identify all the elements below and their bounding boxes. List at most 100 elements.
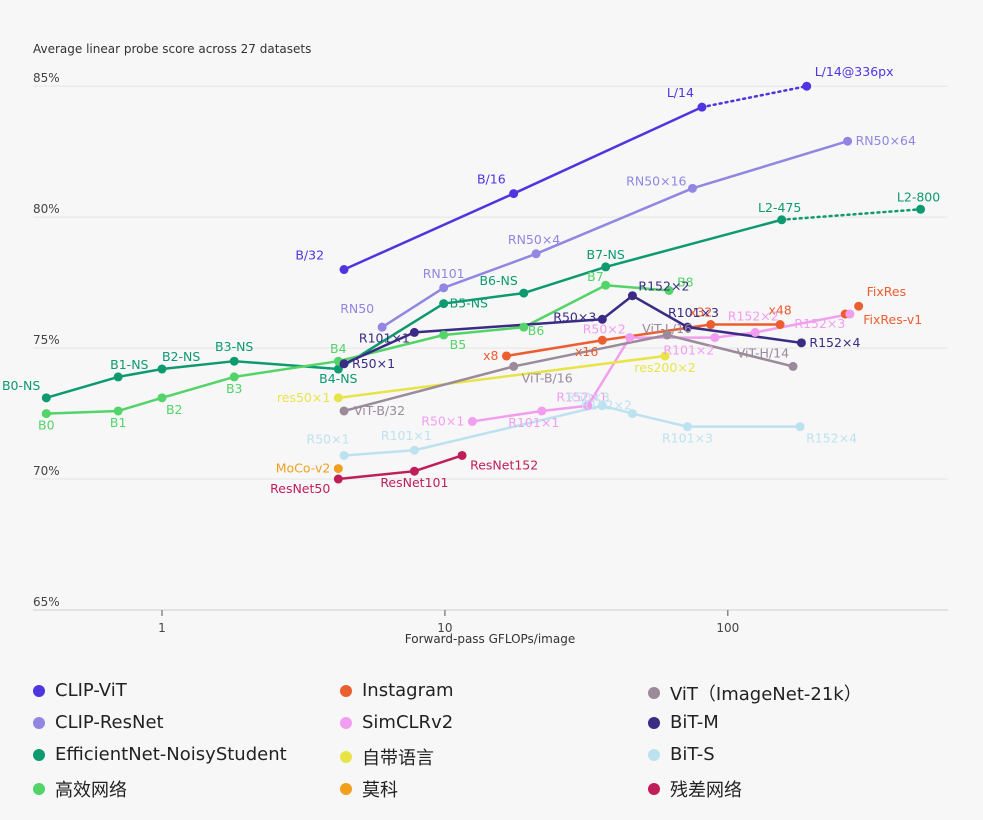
data-label: R101×1 <box>359 330 410 345</box>
data-label: FixRes <box>867 284 906 299</box>
legend-item: 高效网络 <box>33 776 127 802</box>
legend-label: EfficientNet-NoisyStudent <box>55 744 287 765</box>
data-label: B4-NS <box>319 371 357 386</box>
legend-swatch <box>33 748 45 761</box>
y-tick-label: 65% <box>33 595 60 609</box>
data-label: R101×3 <box>662 431 713 446</box>
series-points <box>41 81 926 484</box>
data-label: RN50×4 <box>508 232 560 247</box>
legend-label: ViT（ImageNet-21k） <box>670 684 862 705</box>
data-label: R152×3 <box>794 316 845 331</box>
series-line <box>343 294 802 365</box>
y-axis-label: Average linear probe score across 27 dat… <box>33 42 311 56</box>
data-label: x32 <box>689 305 712 320</box>
data-point <box>627 291 637 301</box>
legend-label: 莫科 <box>362 780 398 801</box>
series-line <box>343 333 794 413</box>
data-label: x48 <box>768 303 791 318</box>
legend-swatch <box>33 684 45 697</box>
data-label: R50×3 <box>567 390 610 405</box>
data-label: R152×4 <box>809 335 860 350</box>
chart-plot: Average linear probe score across 27 dat… <box>2 42 948 646</box>
data-label: R101×1 <box>381 428 432 443</box>
legend-item: EfficientNet-NoisyStudent <box>33 744 287 765</box>
data-point <box>788 361 798 371</box>
data-label: ResNet50 <box>270 481 330 496</box>
data-label: B1-NS <box>110 357 148 372</box>
legend-item: BiT-S <box>648 744 715 765</box>
data-point <box>597 335 607 345</box>
legend-label: BiT-M <box>670 712 719 733</box>
data-label: R101×1 <box>508 415 559 430</box>
data-label: B/16 <box>477 172 506 187</box>
data-point <box>439 283 449 293</box>
data-point <box>41 393 51 403</box>
data-point <box>796 338 806 348</box>
legend-swatch <box>340 783 352 795</box>
data-point <box>229 356 239 366</box>
data-point <box>660 351 670 361</box>
data-point <box>601 262 611 272</box>
data-point <box>531 249 541 259</box>
data-label: R101×2 <box>663 343 714 358</box>
x-tick-label: 100 <box>716 621 739 635</box>
legend-label: 残差网络 <box>670 780 742 801</box>
data-point <box>41 409 51 419</box>
y-tick-label: 75% <box>33 333 60 347</box>
legend: CLIP-ViT Instagram ViT（ImageNet-21k） CLIP-R… <box>0 680 983 810</box>
data-point <box>157 364 167 374</box>
data-label: B6-NS <box>479 273 517 288</box>
data-point <box>157 393 167 403</box>
legend-item: 残差网络 <box>648 776 742 802</box>
data-label: RN101 <box>423 266 465 281</box>
data-label: RN50×16 <box>626 173 686 188</box>
series-line <box>338 354 666 400</box>
data-point <box>775 320 785 330</box>
data-point <box>333 364 343 374</box>
data-label: B0-NS <box>2 378 40 393</box>
axes: 65% 70% 75% 80% 85% 1 10 100 <box>33 71 948 635</box>
data-point <box>333 464 343 474</box>
data-point <box>409 445 419 455</box>
data-point <box>501 351 511 361</box>
data-point <box>682 422 692 432</box>
data-point <box>854 301 864 311</box>
data-label: B3 <box>226 381 243 396</box>
data-label: x16 <box>575 344 598 359</box>
legend-item: 自带语言 <box>340 744 434 770</box>
data-label: B5 <box>450 337 467 352</box>
data-label: B5-NS <box>450 296 488 311</box>
data-label: FixRes-v1 <box>863 312 922 327</box>
y-tick-label: 85% <box>33 71 60 85</box>
data-point <box>409 466 419 476</box>
y-tick-label: 70% <box>33 464 60 478</box>
data-label: B4 <box>330 341 347 356</box>
series-line <box>506 323 781 358</box>
data-point <box>519 288 529 298</box>
data-point <box>113 372 123 382</box>
data-point <box>710 333 720 343</box>
data-label: MoCo-v2 <box>276 461 331 476</box>
data-label: B0 <box>38 418 55 433</box>
legend-swatch <box>340 684 352 697</box>
data-label: ViT-B/16 <box>522 370 573 385</box>
data-label: B8 <box>677 274 694 289</box>
legend-item: BiT-M <box>648 712 719 733</box>
legend-label: CLIP-ViT <box>55 680 127 701</box>
data-label: L/14@336px <box>815 64 894 79</box>
data-label: B7-NS <box>587 247 625 262</box>
y-tick-label: 80% <box>33 202 60 216</box>
data-label: R152×2 <box>638 279 689 294</box>
data-point <box>537 406 547 416</box>
data-label: B6 <box>528 323 545 338</box>
legend-label: SimCLRv2 <box>362 712 454 733</box>
data-point <box>750 327 760 337</box>
data-label: RN50×64 <box>856 133 916 148</box>
data-label: ViT-H/14 <box>737 345 789 360</box>
data-point <box>467 416 477 426</box>
legend-item: 莫科 <box>340 776 398 802</box>
legend-swatch <box>340 716 352 729</box>
data-label: R50×1 <box>307 431 350 446</box>
data-point <box>627 409 637 419</box>
data-point <box>339 450 349 460</box>
